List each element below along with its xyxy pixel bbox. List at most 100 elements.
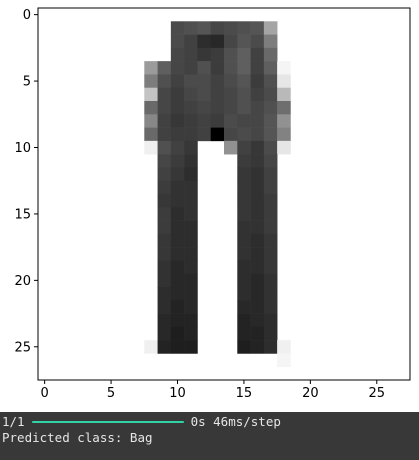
image-pixel [263, 140, 278, 155]
image-pixel [224, 47, 238, 62]
image-pixel [197, 127, 212, 142]
image-pixel [157, 207, 172, 221]
image-pixel [250, 233, 265, 248]
image-pixel [184, 140, 198, 155]
image-pixel [263, 34, 278, 49]
image-pixel [184, 260, 198, 275]
image-pixel [157, 74, 172, 89]
image-plot: 0 5 10 15 20 25 0 5 10 15 20 25 [14, 7, 411, 401]
image-pixel [184, 154, 198, 168]
x-tick-label: 25 [369, 386, 386, 401]
image-pixel [263, 300, 278, 314]
image-pixel [277, 74, 291, 89]
image-pixel [224, 101, 238, 115]
image-pixel [157, 87, 172, 102]
image-pixel [237, 287, 251, 301]
image-pixel [237, 47, 251, 62]
image-pixel [263, 260, 278, 275]
image-pixel [277, 101, 291, 115]
image-pixel [277, 87, 291, 102]
image-pixel [263, 326, 278, 341]
image-pixel [157, 313, 172, 328]
x-tick-label: 5 [107, 386, 115, 401]
image-pixel [157, 167, 172, 182]
image-pixel [237, 34, 251, 49]
y-tick-label: 25 [14, 340, 31, 355]
image-pixel [224, 87, 238, 102]
image-pixel [224, 74, 238, 89]
image-pixel [277, 61, 291, 75]
image-pixel [157, 114, 172, 128]
image-pixel [197, 61, 212, 75]
image-pixel [197, 87, 212, 102]
image-pixel [250, 273, 265, 288]
image-pixel [157, 154, 172, 168]
image-pixel [263, 233, 278, 248]
image-pixel [263, 313, 278, 328]
image-pixel [250, 140, 265, 155]
image-pixel [277, 353, 291, 368]
image-pixel [144, 74, 158, 89]
image-pixel [157, 287, 172, 301]
image-pixel [184, 340, 198, 354]
image-pixel [250, 287, 265, 301]
image-pixel [170, 154, 185, 168]
image-pixel [170, 34, 185, 49]
image-pixel [250, 207, 265, 221]
image-pixel [184, 180, 198, 195]
image-pixel [237, 207, 251, 221]
image-pixel [277, 114, 291, 128]
image-pixel [144, 87, 158, 102]
axes-frame [37, 7, 411, 381]
image-pixel [237, 154, 251, 168]
image-pixel [157, 61, 172, 75]
image-pixel [210, 61, 225, 75]
image-pixel [157, 233, 172, 248]
console-output: 1/1 0s 46ms/step Predicted class: Bag [0, 412, 419, 460]
image-pixel [157, 220, 172, 235]
y-tick-label: 5 [23, 75, 31, 90]
image-pixel [263, 127, 278, 142]
y-tick-label: 10 [14, 141, 31, 156]
image-pixel [157, 140, 172, 155]
image-pixel [237, 220, 251, 235]
image-pixel [170, 180, 185, 195]
image-pixel [144, 61, 158, 75]
image-pixel [237, 101, 251, 115]
image-pixel [210, 101, 225, 115]
image-pixel [224, 34, 238, 49]
image-pixel [250, 313, 265, 328]
image-pixel [237, 340, 251, 354]
image-pixel [237, 326, 251, 341]
image-pixel [277, 340, 291, 354]
image-pixel [184, 61, 198, 75]
image-pixel [157, 340, 172, 354]
image-pixel [263, 340, 278, 354]
image-pixel [237, 300, 251, 314]
x-tick-label: 20 [302, 386, 319, 401]
image-pixel [263, 114, 278, 128]
image-pixel [170, 287, 185, 301]
image-pixel [224, 127, 238, 142]
image-pixel [184, 313, 198, 328]
image-pixel [184, 87, 198, 102]
image-pixel [170, 194, 185, 208]
image-pixel [250, 167, 265, 182]
image-pixel [277, 127, 291, 142]
image-pixel [250, 180, 265, 195]
image-pixel [210, 127, 225, 142]
image-pixel [170, 167, 185, 182]
image-pixel [224, 21, 238, 35]
image-pixel [237, 140, 251, 155]
image-pixel [263, 154, 278, 168]
image-pixel [184, 207, 198, 221]
image-pixel [144, 101, 158, 115]
image-pixel [237, 21, 251, 35]
y-tick-label: 15 [14, 207, 31, 222]
prediction-text: Predicted class: Bag [2, 430, 153, 445]
image-pixel [263, 87, 278, 102]
image-pixel [184, 326, 198, 341]
image-pixel [250, 34, 265, 49]
image-pixel [144, 127, 158, 142]
image-pixel [263, 273, 278, 288]
